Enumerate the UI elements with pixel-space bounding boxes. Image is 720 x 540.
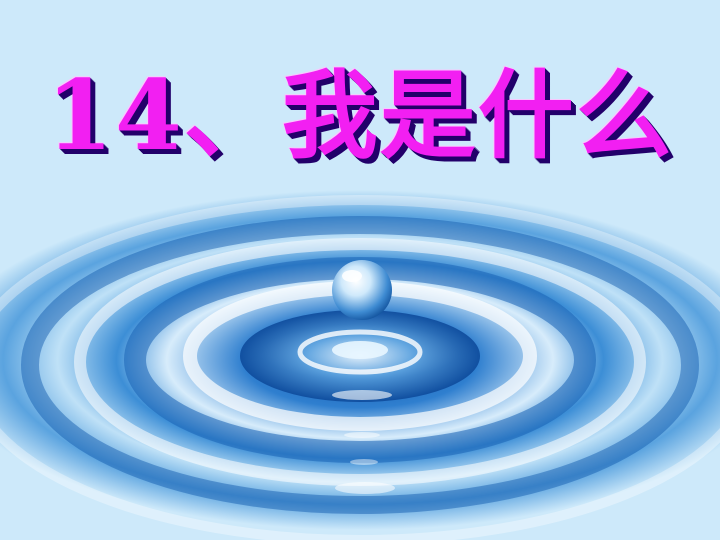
reflection-streak xyxy=(350,459,378,465)
water-droplet xyxy=(332,260,392,320)
ripple-ring xyxy=(21,216,699,514)
droplet-highlight xyxy=(342,270,362,282)
reflection-streak xyxy=(344,432,380,438)
reflection-streak xyxy=(332,390,392,400)
slide-title: 14、我是什么 xyxy=(46,59,674,172)
ripple-ring xyxy=(74,238,646,486)
reflection-streak xyxy=(335,482,395,494)
ripple-ring xyxy=(332,341,388,359)
ripple-ring xyxy=(297,329,423,375)
ripple-ring xyxy=(0,195,720,540)
